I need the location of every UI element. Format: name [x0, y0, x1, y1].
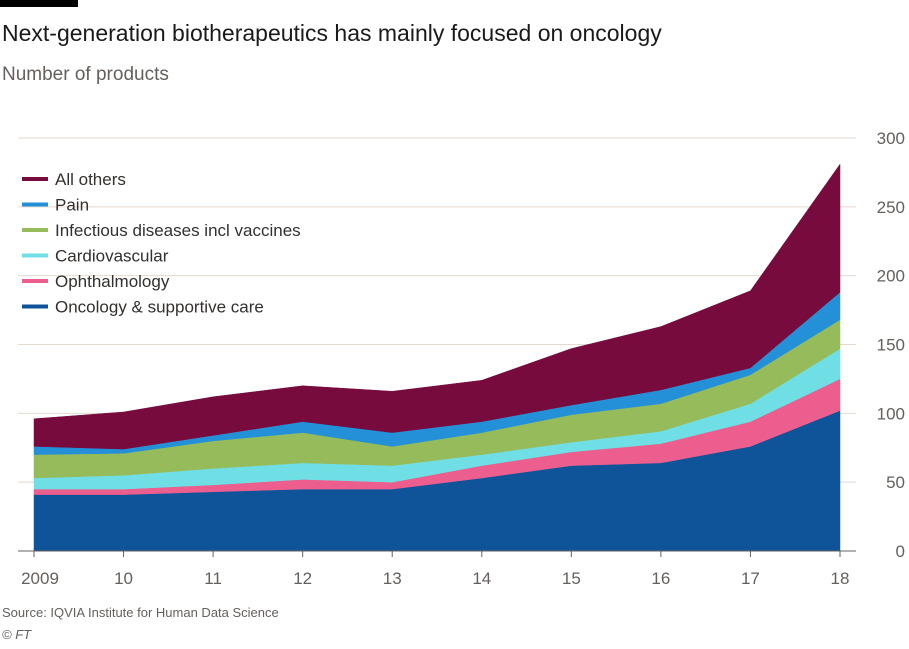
- brand-bar: [0, 0, 78, 7]
- legend-label-oncology-supportive-care: Oncology & supportive care: [55, 298, 264, 317]
- y-tick-label-200: 200: [877, 267, 905, 286]
- legend-label-cardiovascular: Cardiovascular: [55, 247, 169, 266]
- x-tick-label-12: 12: [293, 569, 312, 588]
- axes: 0 50 100 150 200 250 300 2009 10 11 12 13 14 15 16 17 18: [18, 129, 905, 588]
- copyright-note: © FT: [2, 627, 32, 642]
- chart-subtitle: Number of products: [2, 64, 169, 85]
- y-tick-label-150: 150: [877, 336, 905, 355]
- legend-label-ophthalmology: Ophthalmology: [55, 272, 170, 291]
- legend-swatch-cardiovascular: [22, 253, 48, 258]
- legend-label-infectious-diseases-incl-vaccines: Infectious diseases incl vaccines: [55, 221, 301, 240]
- legend-label-pain: Pain: [55, 196, 89, 215]
- legend-label-all-others: All others: [55, 170, 126, 189]
- x-tick-label-17: 17: [741, 569, 760, 588]
- x-tick-label-15: 15: [562, 569, 581, 588]
- x-tick-label-14: 14: [472, 569, 491, 588]
- legend-swatch-pain: [22, 202, 48, 207]
- source-note: Source: IQVIA Institute for Human Data S…: [2, 605, 279, 620]
- legend: All others Pain Infectious diseases incl v…: [22, 170, 301, 317]
- legend-swatch-ophthalmology: [22, 279, 48, 283]
- legend-swatch-all-others: [22, 177, 48, 181]
- y-tick-label-50: 50: [886, 473, 905, 492]
- legend-swatch-infectious-diseases-incl-vaccines: [22, 228, 48, 232]
- x-tick-label-11: 11: [204, 569, 222, 588]
- x-tick-label-10: 10: [114, 569, 133, 588]
- legend-swatch-oncology-supportive-care: [22, 304, 48, 309]
- chart-title: Next-generation biotherapeutics has main…: [2, 20, 662, 46]
- y-tick-label-300: 300: [877, 129, 905, 148]
- x-tick-label-13: 13: [383, 569, 402, 588]
- y-tick-label-100: 100: [877, 404, 905, 423]
- x-tick-label-2009: 2009: [21, 569, 59, 588]
- area-all-others: [33, 163, 841, 450]
- y-tick-label-0: 0: [896, 542, 905, 561]
- x-tick-label-18: 18: [831, 569, 850, 588]
- x-tick-label-16: 16: [651, 569, 670, 588]
- y-tick-label-250: 250: [877, 198, 905, 217]
